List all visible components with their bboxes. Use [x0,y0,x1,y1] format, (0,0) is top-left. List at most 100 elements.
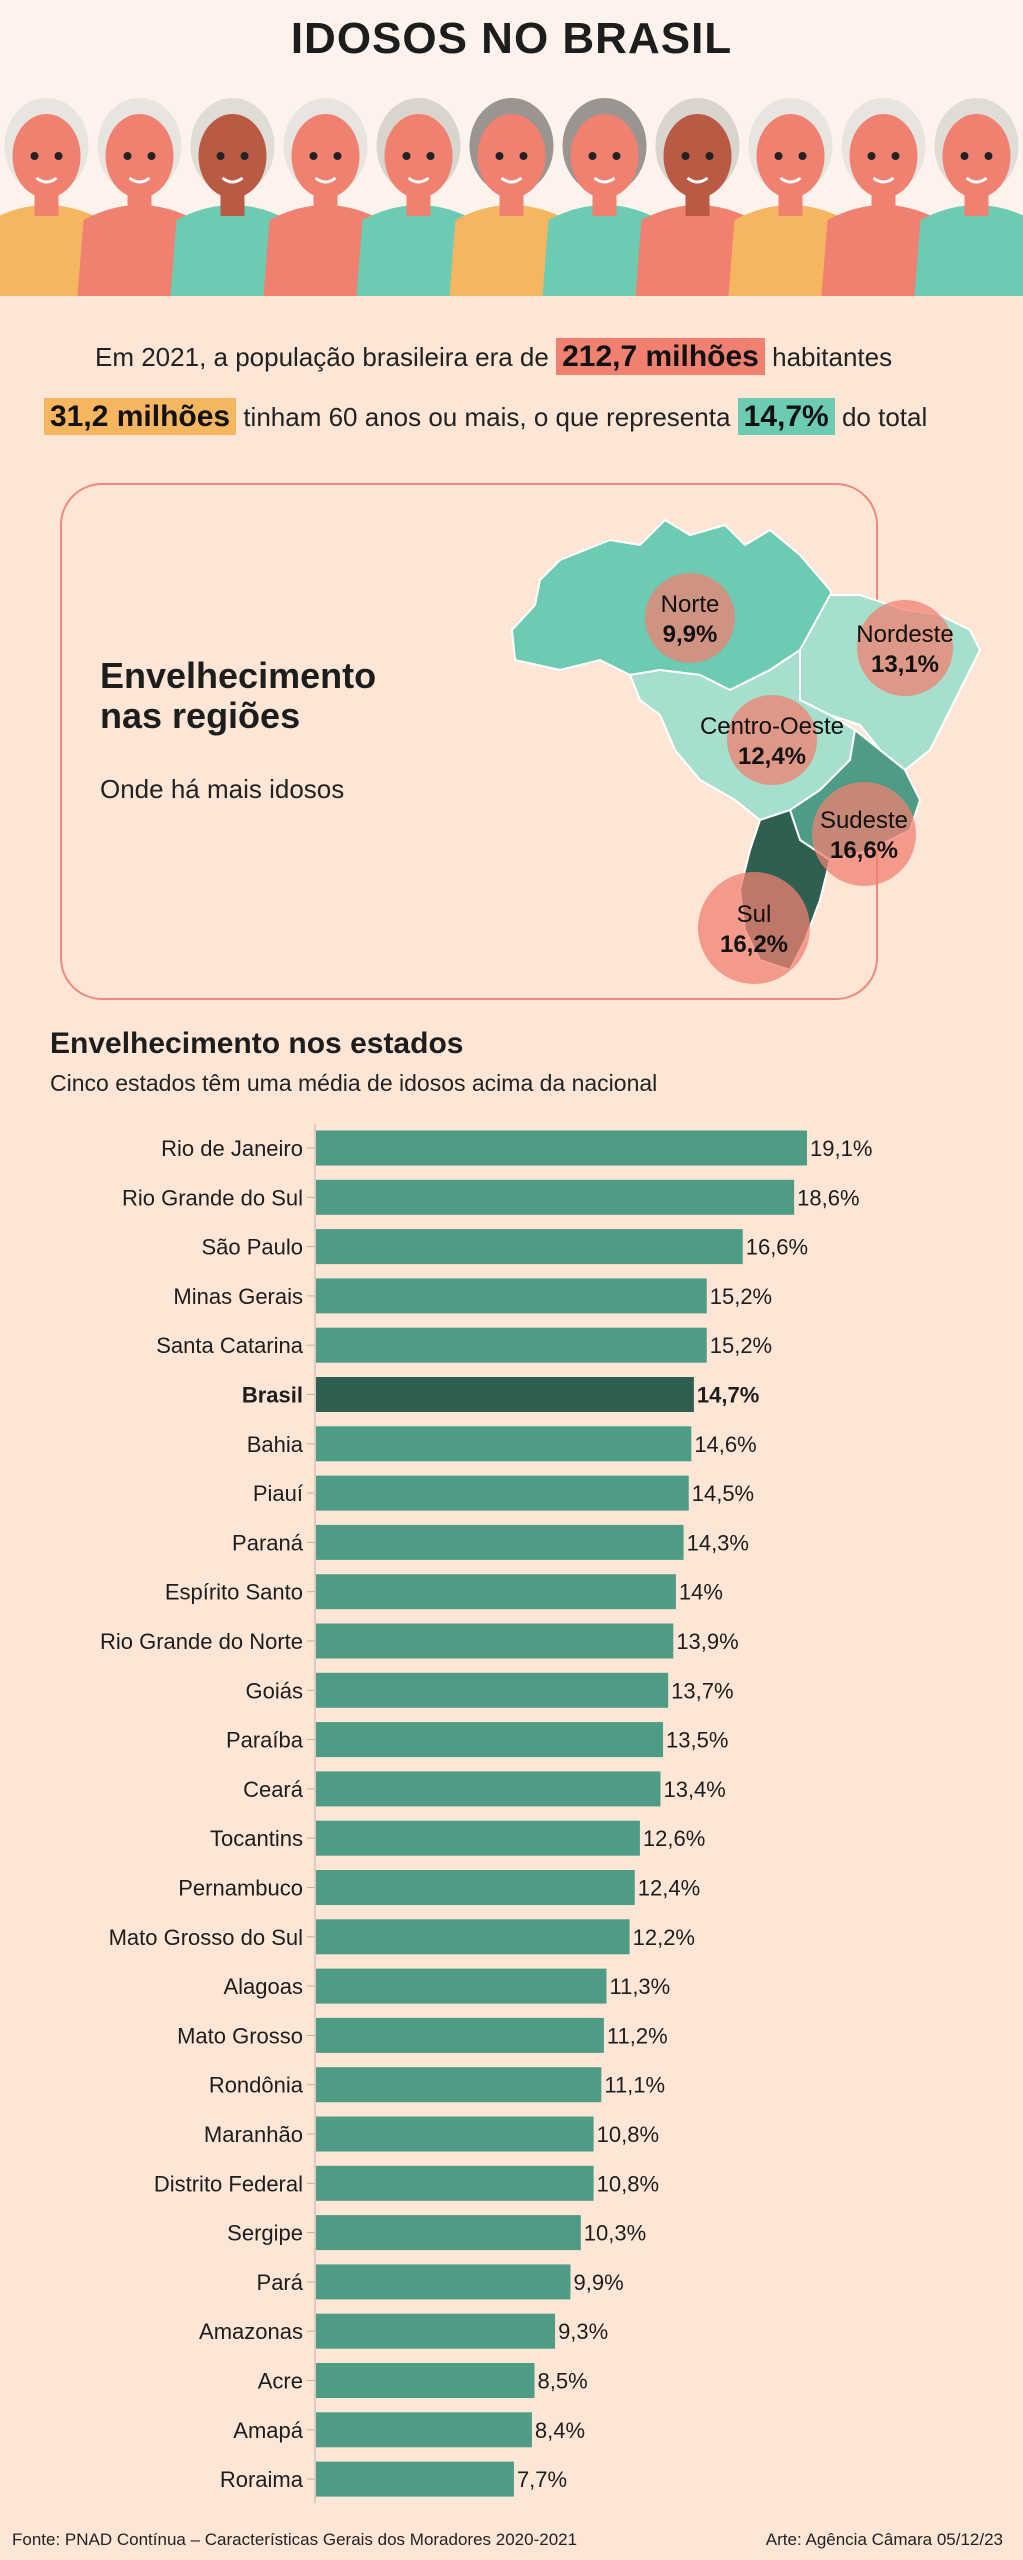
chart-value-label: 14,7% [697,1383,759,1408]
chart-value-label: 15,2% [710,1333,772,1358]
chart-value-label: 15,2% [710,1284,772,1309]
chart-category-label: Acre [258,2369,303,2394]
chart-category-label: São Paulo [201,1235,303,1260]
elderly-person-figure [635,98,760,296]
population-prefix: Em 2021, a população brasileira era de [95,342,549,372]
chart-bar [316,1870,635,1905]
region-name: Norte [661,591,720,618]
chart-category-label: Pará [257,2270,304,2295]
population-value: 212,7 milhões [556,338,765,375]
credit-note: Arte: Agência Câmara 05/12/23 [765,2530,1003,2549]
chart-value-label: 14,3% [687,1530,749,1555]
chart-value-label: 9,9% [573,2270,623,2295]
elderly-value: 31,2 milhões [44,398,237,435]
chart-category-label: Santa Catarina [156,1333,304,1358]
chart-value-label: 18,6% [797,1185,859,1210]
chart-bar [316,1722,664,1758]
chart-category-label: Mato Grosso [177,2023,303,2048]
chart-bar [316,1771,661,1807]
region-name: Centro-Oeste [700,713,844,740]
chart-bar [316,2313,556,2349]
states-subtitle: Cinco estados têm uma média de idosos ac… [50,1070,658,1096]
chart-bar [316,2264,571,2300]
chart-category-label: Goiás [246,1678,303,1703]
region-value: 16,2% [720,931,788,958]
page-title: IDOSOS NO BRASIL [290,14,733,63]
chart-bar [316,1229,743,1265]
chart-category-label: Minas Gerais [173,1284,303,1309]
chart-category-label: Amapá [233,2418,303,2443]
chart-bar [316,1524,684,1560]
region-name: Sudeste [820,807,908,834]
region-value: 12,4% [738,743,806,770]
chart-category-label: Piauí [253,1481,303,1506]
elderly-mid: tinham 60 anos ou mais, o que representa [243,402,731,432]
chart-bar [316,1672,669,1708]
chart-value-label: 13,7% [671,1678,733,1703]
chart-bar [316,1968,607,2004]
chart-category-label: Bahia [247,1432,304,1457]
chart-value-label: 7,7% [517,2467,567,2492]
elderly-statement: 31,2 milhões tinham 60 anos ou mais, o q… [44,398,927,435]
region-value: 16,6% [830,837,898,864]
chart-bar [316,1327,707,1363]
chart-category-label: Rio Grande do Sul [122,1185,303,1210]
chart-category-label: Roraima [220,2467,304,2492]
chart-category-label: Amazonas [199,2319,303,2344]
chart-value-label: 13,4% [663,1777,725,1802]
chart-bar [316,2363,535,2398]
chart-bar [316,1426,692,1462]
chart-value-label: 9,3% [558,2319,608,2344]
chart-category-label: Paraíba [226,1728,304,1753]
chart-bar [316,2215,581,2251]
chart-value-label: 11,3% [609,1974,670,1999]
chart-category-label: Rio Grande do Norte [100,1629,303,1654]
states-title: Envelhecimento nos estados [50,1027,464,1060]
chart-category-label: Maranhão [204,2122,303,2147]
region-bubble: Norte 9,9% [645,573,735,663]
elderly-share: 14,7% [737,398,835,435]
chart-value-label: 12,4% [638,1876,700,1901]
chart-value-label: 11,1% [604,2073,665,2098]
chart-value-label: 12,2% [633,1925,695,1950]
chart-bar [316,2165,594,2201]
chart-category-label: Ceará [243,1777,304,1802]
elderly-person-figure [77,98,202,296]
chart-value-label: 10,8% [597,2171,659,2196]
elderly-person-figure [728,98,853,296]
chart-bar [316,2116,594,2152]
regions-subtitle: Onde há mais idosos [100,774,345,804]
chart-value-label: 8,4% [535,2418,585,2443]
elderly-person-figure [170,98,295,296]
chart-value-label: 8,5% [538,2369,588,2394]
chart-value-label: 14,5% [692,1481,754,1506]
elderly-person-figure [356,98,481,296]
chart-category-label: Brasil [242,1383,303,1408]
chart-bar [316,2461,514,2497]
chart-bar [316,2017,604,2053]
chart-bar [316,1130,807,1166]
chart-value-label: 14% [679,1580,723,1605]
chart-category-label: Espírito Santo [165,1580,303,1605]
elderly-person-figure [821,98,946,296]
chart-bar [316,1179,795,1215]
region-value: 9,9% [663,621,718,648]
region-bubble: Sudeste 16,6% [812,782,916,886]
chart-bar [316,1574,676,1610]
source-note: Fonte: PNAD Contínua – Características G… [12,2530,578,2549]
population-suffix: habitantes [772,342,893,372]
chart-bar [316,2067,602,2103]
chart-value-label: 13,9% [676,1629,738,1654]
region-name: Nordeste [856,621,953,648]
chart-category-label: Pernambuco [178,1876,303,1901]
elderly-person-figure [449,98,574,296]
population-statement: Em 2021, a população brasileira era de 2… [95,338,893,375]
chart-category-label: Distrito Federal [154,2171,303,2196]
chart-category-label: Paraná [232,1530,304,1555]
chart-value-label: 14,6% [694,1432,756,1457]
region-bubble: Sul 16,2% [698,872,810,984]
chart-bar [316,1475,689,1511]
region-value: 13,1% [871,651,939,678]
chart-category-label: Mato Grosso do Sul [109,1925,303,1950]
